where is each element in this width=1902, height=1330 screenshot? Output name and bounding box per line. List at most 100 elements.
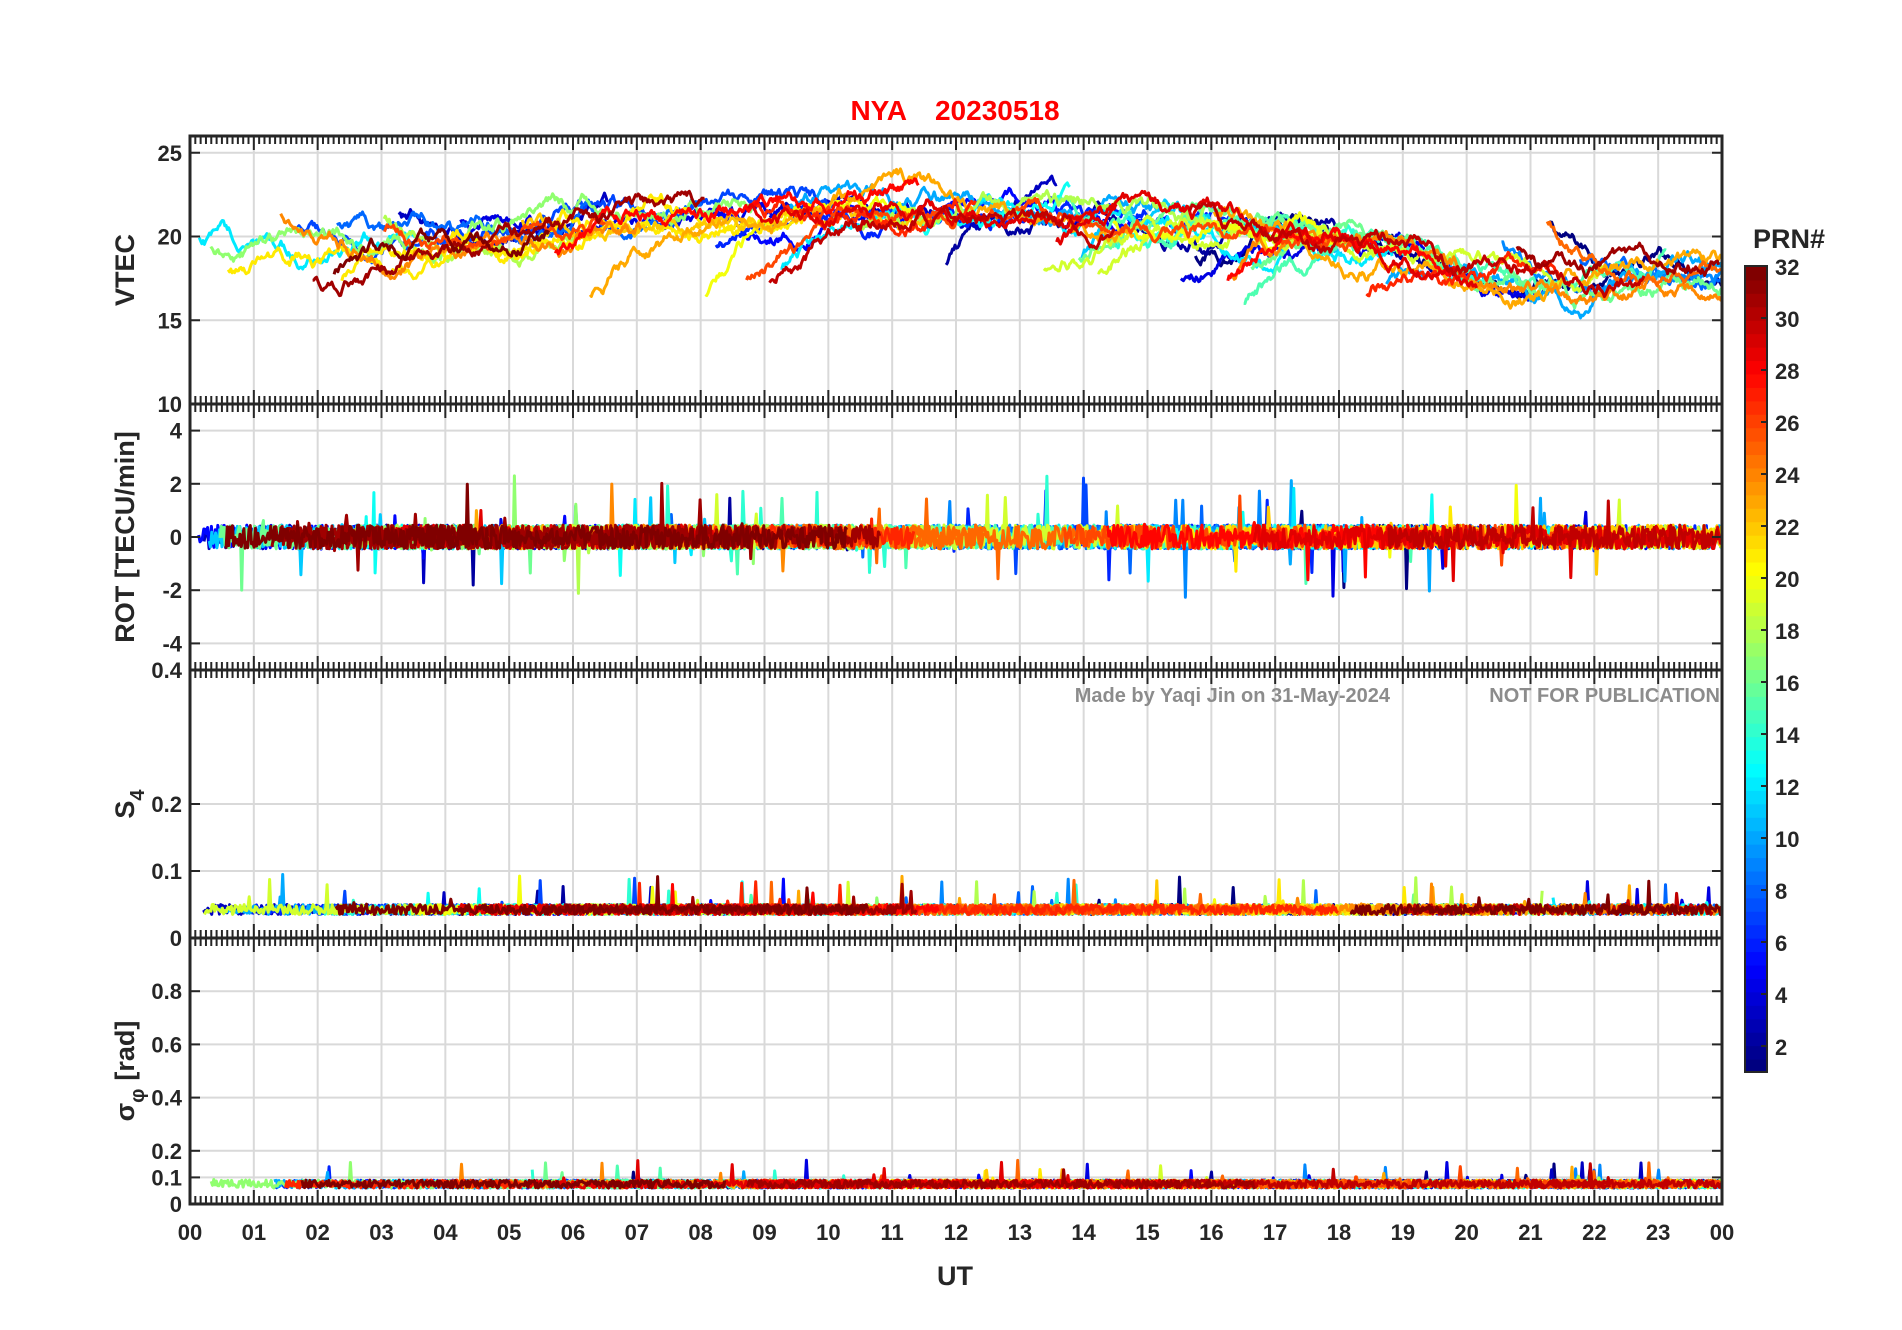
colorbar-swatch — [1745, 601, 1767, 617]
y-tick-label: 20 — [158, 225, 182, 250]
colorbar-swatch — [1745, 319, 1767, 335]
watermark-author: Made by Yaqi Jin on 31-May-2024 — [1075, 685, 1391, 707]
y-tick-label: 10 — [158, 392, 182, 417]
x-tick-label: 20 — [1454, 1220, 1478, 1245]
colorbar-swatch — [1745, 1004, 1767, 1020]
prn-series-line — [1535, 1162, 1724, 1190]
colorbar-swatch — [1745, 951, 1767, 966]
prn-series-line — [861, 189, 1206, 231]
y-axis-label: VTEC — [110, 234, 140, 306]
colorbar-swatch — [1745, 427, 1767, 442]
title-station: NYA — [850, 95, 907, 126]
colorbar-swatch — [1745, 816, 1767, 832]
prn-series-line — [1545, 220, 1722, 287]
colorbar-tick-label: 30 — [1775, 307, 1799, 332]
colorbar-tick-label: 20 — [1775, 567, 1799, 592]
y-tick-label: 25 — [158, 141, 182, 166]
y-axis-label-sub: φ — [127, 1089, 149, 1103]
colorbar-swatch — [1745, 763, 1767, 778]
x-tick-label: 14 — [1071, 1220, 1096, 1245]
colorbar-swatch — [1745, 413, 1767, 429]
colorbar-swatch — [1745, 494, 1767, 509]
colorbar-swatch — [1745, 521, 1767, 536]
colorbar-swatch — [1745, 937, 1767, 953]
colorbar-swatch — [1745, 507, 1767, 523]
colorbar-swatch — [1745, 400, 1767, 415]
colorbar-tick-label: 10 — [1775, 827, 1799, 852]
prn-series-line — [1188, 201, 1646, 299]
y-tick-label: 4 — [170, 419, 183, 444]
x-tick-label: 15 — [1135, 1220, 1159, 1245]
colorbar-swatch — [1745, 279, 1767, 294]
x-tick-label: 23 — [1646, 1220, 1670, 1245]
x-tick-label: 22 — [1582, 1220, 1606, 1245]
prn-series-line — [1387, 499, 1720, 551]
colorbar-swatch — [1745, 642, 1767, 657]
x-tick-label: 19 — [1391, 1220, 1415, 1245]
prn-series-line — [554, 177, 920, 256]
colorbar-tick-label: 14 — [1775, 723, 1800, 748]
colorbar-swatch — [1745, 924, 1767, 939]
colorbar-swatch — [1745, 830, 1767, 845]
colorbar-swatch — [1745, 803, 1767, 818]
colorbar-tick-label: 4 — [1775, 983, 1788, 1008]
x-tick-label: 06 — [561, 1220, 585, 1245]
prn-series-line — [340, 208, 805, 282]
colorbar-swatch — [1745, 1031, 1767, 1047]
x-axis-label: UT — [937, 1261, 973, 1291]
colorbar-tick-label: 32 — [1775, 255, 1799, 280]
prn-series-line — [1112, 211, 1339, 252]
colorbar-swatch — [1745, 776, 1767, 791]
colorbar-swatch — [1745, 588, 1767, 603]
y-tick-label: 0.8 — [151, 979, 182, 1004]
colorbar-swatch — [1745, 991, 1767, 1006]
prn-series-line — [1349, 879, 1724, 916]
colorbar-swatch — [1745, 883, 1767, 899]
x-tick-label: 16 — [1199, 1220, 1223, 1245]
colorbar-tick-label: 28 — [1775, 359, 1799, 384]
colorbar-swatch — [1745, 561, 1767, 576]
colorbar-swatch — [1745, 695, 1767, 711]
colorbar-swatch — [1745, 467, 1767, 482]
y-tick-label: 0 — [170, 525, 182, 550]
colorbar-swatch — [1745, 964, 1767, 979]
vtec-panel: 10 15 20 25 VTEC — [110, 134, 1724, 417]
x-tick-label: 00 — [178, 1220, 202, 1245]
colorbar-swatch — [1745, 682, 1767, 697]
sigma-phi-panel: 00.10.2 0.4 0.6 0.8 σφ [rad] 00 01 02 03 04 05 06 07 0… — [110, 936, 1734, 1245]
prn-series-line — [745, 1168, 1256, 1190]
colorbar-frame — [1744, 265, 1768, 1073]
colorbar-swatch — [1745, 843, 1767, 859]
y-tick-label: 0.2 — [151, 792, 182, 817]
colorbar-swatch — [1745, 789, 1767, 805]
y-tick-label: 0.1 — [151, 1165, 182, 1190]
x-tick-label: 08 — [688, 1220, 712, 1245]
colorbar-tick-label: 8 — [1775, 879, 1787, 904]
colorbar-swatch — [1745, 454, 1767, 469]
y-tick-label: 0.1 — [151, 859, 182, 884]
x-tick-label: 05 — [497, 1220, 521, 1245]
y-axis-label: S4 — [110, 789, 149, 819]
x-tick-label: 01 — [242, 1220, 266, 1245]
y-axis-label-main: S — [110, 801, 140, 819]
colorbar-swatch — [1745, 333, 1767, 348]
prn-series-line — [300, 1178, 727, 1190]
y-tick-label: 0 — [170, 1192, 182, 1217]
x-tick-label: 12 — [944, 1220, 968, 1245]
y-tick-label: 0.4 — [151, 658, 182, 683]
y-tick-label: -4 — [162, 631, 182, 656]
colorbar-tick-label: 12 — [1775, 775, 1799, 800]
colorbar-swatch — [1745, 373, 1767, 388]
rot-panel: -4 -2 0 2 4 ROT [TECU/min] — [110, 402, 1724, 672]
colorbar-swatch — [1745, 360, 1767, 375]
colorbar-swatch — [1745, 669, 1767, 684]
colorbar-swatch — [1745, 749, 1767, 765]
x-tick-label: 21 — [1518, 1220, 1542, 1245]
x-tick-label: 13 — [1008, 1220, 1032, 1245]
colorbar-swatch — [1745, 346, 1767, 362]
x-tick-label: 11 — [881, 1220, 904, 1245]
x-tick-label: 09 — [752, 1220, 776, 1245]
y-axis-label-main: σ — [110, 1103, 140, 1121]
prn-series-line — [1042, 214, 1377, 273]
